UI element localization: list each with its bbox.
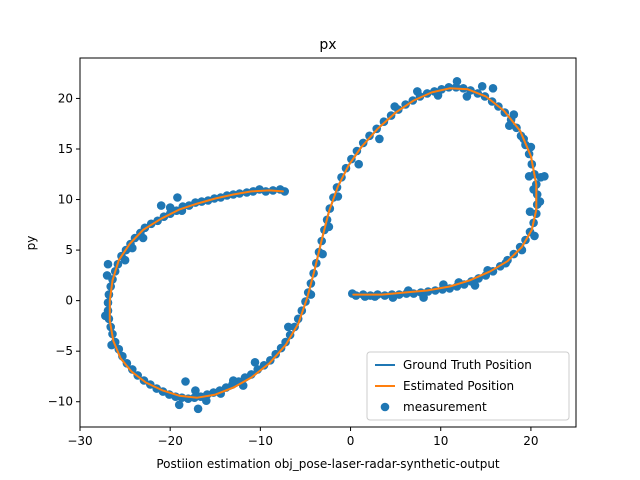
measurement-point	[229, 376, 238, 385]
legend: Ground Truth Position Estimated Position m…	[366, 351, 570, 421]
y-tick-label: −10	[48, 395, 73, 409]
measurement-point	[375, 134, 384, 144]
measurement-point	[266, 356, 275, 365]
measurement-point	[284, 322, 293, 332]
measurement-point	[348, 289, 357, 298]
legend-label: Ground Truth Position	[403, 358, 532, 372]
x-axis: −30 −20 −10 0 10 20	[67, 427, 539, 448]
chart-title: px	[319, 37, 336, 53]
estimated-line	[108, 87, 538, 399]
x-tick-label: −10	[248, 434, 273, 448]
measurement-point	[505, 121, 514, 130]
measurement-point	[128, 243, 137, 253]
measurement-point	[404, 286, 413, 295]
x-axis-label: Postiion estimation obj_pose-laser-radar…	[156, 457, 500, 471]
measurement-point	[276, 343, 286, 353]
measurement-point	[324, 222, 334, 232]
measurement-point	[535, 197, 545, 206]
measurement-point	[525, 207, 535, 216]
measurement-point	[156, 201, 166, 210]
measurement-point	[191, 386, 200, 395]
measurement-point	[419, 293, 428, 302]
x-tick-label: −20	[158, 434, 183, 448]
x-tick-label: 0	[347, 434, 355, 448]
measurement-point	[380, 291, 390, 300]
measurement-point	[540, 172, 549, 181]
measurement-point	[530, 231, 539, 241]
y-tick-label: 0	[65, 294, 73, 308]
legend-label: measurement	[403, 400, 487, 414]
measurement-point	[103, 298, 113, 308]
measurement-point	[318, 249, 327, 259]
measurement-point	[173, 193, 182, 202]
measurement-point	[202, 396, 211, 406]
measurement-point	[354, 159, 364, 169]
measurement-point	[181, 377, 190, 386]
measurement-point	[102, 271, 112, 280]
measurement-point	[370, 292, 380, 301]
y-tick-label: 15	[58, 142, 73, 156]
measurement-point	[488, 84, 498, 93]
measurement-point	[524, 172, 534, 181]
measurement-point	[259, 361, 269, 370]
measurement-point	[103, 259, 113, 269]
y-tick-label: 20	[58, 91, 73, 105]
legend-marker-swatch	[380, 402, 390, 412]
measurement-point	[174, 400, 184, 410]
x-tick-label: 20	[523, 434, 538, 448]
y-tick-label: 10	[58, 193, 73, 207]
measurement-point	[413, 87, 422, 96]
measurement-point	[250, 358, 260, 367]
measurement-point	[462, 92, 472, 101]
x-tick-label: −30	[67, 434, 92, 448]
legend-box	[366, 351, 570, 421]
measurement-point	[271, 349, 281, 359]
measurement-point	[358, 138, 368, 148]
measurement-point	[470, 281, 480, 290]
measurement-point	[452, 77, 462, 86]
y-tick-label: 5	[65, 243, 73, 257]
measurement-point	[101, 311, 110, 321]
measurement-point	[509, 110, 519, 119]
y-tick-label: −5	[55, 344, 73, 358]
measurement-point	[122, 359, 132, 368]
y-axis-label: py	[24, 236, 38, 251]
measurement-point	[193, 404, 203, 414]
measurement-point	[165, 203, 175, 212]
measurement-point	[360, 292, 370, 301]
x-tick-label: 10	[433, 434, 448, 448]
measurement-point	[120, 255, 130, 265]
legend-label: Estimated Position	[403, 379, 514, 393]
plot-frame	[79, 57, 577, 428]
y-axis: −10 −5 0 5 10 15 20	[48, 91, 80, 409]
measurement-point	[128, 365, 137, 374]
plot-area	[101, 77, 549, 414]
measurement-point	[365, 131, 374, 141]
measurement-point	[388, 293, 398, 302]
measurement-point	[390, 102, 400, 111]
measurement-point	[433, 91, 443, 100]
series-layer	[101, 77, 549, 414]
measurement-point	[477, 82, 487, 91]
measurement-point	[138, 233, 148, 243]
